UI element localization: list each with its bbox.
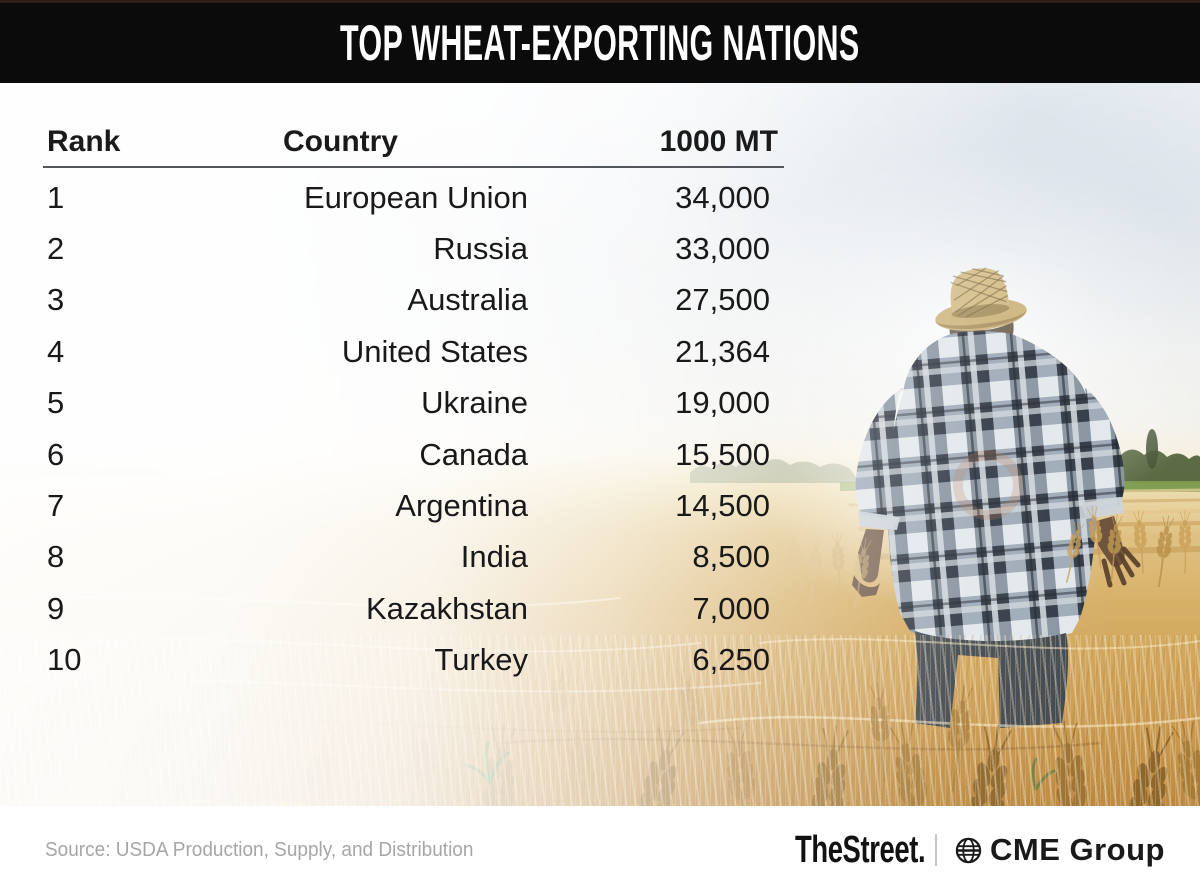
country-cell: Canada [419, 436, 528, 472]
country-cell: Ukraine [421, 385, 528, 421]
table-row: 6 Canada 15,500 [47, 429, 770, 480]
table-row: 5 Ukraine 19,000 [47, 378, 770, 429]
logo-divider [935, 834, 937, 866]
rank-cell: 6 [47, 436, 65, 472]
table-row: 4 United States 21,364 [47, 326, 770, 377]
title-bar: TOP WHEAT-EXPORTING NATIONS [0, 0, 1200, 83]
logo-group: TheStreet. CME Group [795, 829, 1165, 872]
header-divider [43, 166, 784, 168]
table-row: 9 Kazakhstan 7,000 [47, 583, 770, 634]
value-cell: 6,250 [692, 642, 770, 678]
value-cell: 21,364 [675, 333, 770, 369]
country-cell: Russia [433, 231, 528, 267]
table-row: 2 Russia 33,000 [47, 223, 770, 274]
value-cell: 19,000 [675, 385, 770, 421]
background-photo [0, 83, 1200, 806]
rank-cell: 5 [47, 385, 65, 421]
rank-cell: 7 [47, 488, 65, 524]
value-cell: 8,500 [692, 539, 770, 575]
table-body: 1 European Union 34,000 2 Russia 33,000 … [47, 172, 770, 686]
value-cell: 34,000 [675, 179, 770, 215]
value-cell: 27,500 [675, 282, 770, 318]
white-wash-overlay [0, 83, 1200, 806]
value-cell: 7,000 [692, 590, 770, 626]
country-cell: Australia [407, 282, 528, 318]
cme-group-logo: CME Group [955, 832, 1165, 868]
header-rank: Rank [47, 125, 121, 158]
rank-cell: 2 [47, 231, 65, 267]
header-value: 1000 MT [659, 125, 778, 158]
country-cell: Turkey [434, 642, 528, 678]
value-cell: 33,000 [675, 231, 770, 267]
table-row: 10 Turkey 6,250 [47, 635, 770, 686]
value-cell: 15,500 [675, 436, 770, 472]
table-header-row: Rank Country 1000 MT [47, 118, 778, 166]
table-row: 8 India 8,500 [47, 532, 770, 583]
rank-cell: 4 [47, 333, 65, 369]
rank-cell: 9 [47, 590, 65, 626]
page-title: TOP WHEAT-EXPORTING NATIONS [340, 15, 860, 71]
cme-logo-text: CME Group [990, 832, 1165, 867]
country-cell: Kazakhstan [366, 590, 528, 626]
rank-cell: 3 [47, 282, 65, 318]
footer-bar: Source: USDA Production, Supply, and Dis… [0, 806, 1200, 894]
country-cell: Argentina [395, 488, 528, 524]
table-row: 1 European Union 34,000 [47, 172, 770, 223]
globe-icon [955, 837, 982, 863]
thestreet-logo: TheStreet. [795, 828, 926, 871]
rank-cell: 10 [47, 642, 82, 678]
ranking-table: Rank Country 1000 MT 1 European Union 34… [43, 118, 784, 686]
header-country: Country [283, 125, 398, 158]
country-cell: United States [341, 333, 528, 369]
country-cell: India [460, 539, 528, 575]
value-cell: 14,500 [675, 488, 770, 524]
table-row: 3 Australia 27,500 [47, 275, 770, 326]
rank-cell: 8 [47, 539, 65, 575]
rank-cell: 1 [47, 179, 65, 215]
source-text: Source: USDA Production, Supply, and Dis… [45, 838, 474, 861]
table-row: 7 Argentina 14,500 [47, 480, 770, 531]
country-cell: European Union [303, 179, 528, 215]
